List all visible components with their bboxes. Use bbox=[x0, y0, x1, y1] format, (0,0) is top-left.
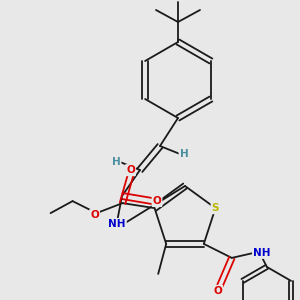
Text: O: O bbox=[213, 286, 222, 296]
Text: NH: NH bbox=[253, 248, 271, 258]
Text: O: O bbox=[153, 196, 161, 206]
Text: S: S bbox=[212, 203, 219, 213]
Text: NH: NH bbox=[108, 219, 126, 229]
Text: O: O bbox=[126, 165, 135, 175]
Text: H: H bbox=[180, 149, 188, 159]
Text: H: H bbox=[112, 157, 120, 167]
Text: O: O bbox=[90, 210, 99, 220]
